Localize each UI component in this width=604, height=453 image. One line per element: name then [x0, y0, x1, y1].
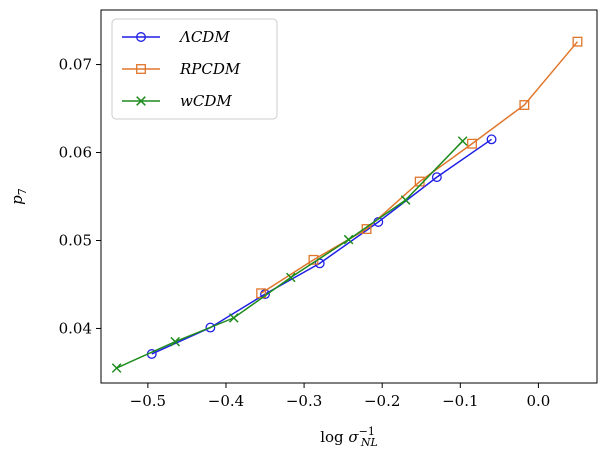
plot-frame — [100, 9, 598, 384]
legend-marker — [136, 32, 146, 42]
y-tick-label: 0.05 — [59, 231, 92, 249]
y-tick-label: 0.06 — [59, 144, 92, 162]
data-point — [457, 136, 468, 146]
data-point — [361, 224, 372, 234]
data-point — [170, 336, 181, 347]
marker-stroke — [228, 313, 239, 323]
data-point — [467, 138, 477, 149]
legend-label: RPCDM — [179, 60, 241, 78]
x-axis-label: log σ−1 NL — [320, 425, 378, 449]
data-point — [285, 272, 296, 283]
y-tick-label: 0.07 — [59, 56, 92, 74]
data-point — [431, 172, 442, 183]
legend-marker — [136, 64, 146, 74]
data-point — [205, 322, 216, 333]
data-point — [486, 134, 497, 145]
x-axis-label-part: NL — [360, 436, 378, 449]
y-axis-label-part: 7 — [16, 188, 29, 195]
legend-box — [111, 18, 278, 120]
marker-stroke — [136, 96, 146, 106]
legend-label: ΛCDM — [178, 28, 230, 46]
marker-stroke — [170, 336, 181, 347]
marker-stroke — [400, 195, 411, 205]
marker-stroke — [343, 234, 354, 245]
x-tick-label: −0.3 — [286, 392, 322, 410]
x-tick-label: −0.4 — [208, 392, 244, 410]
y-axis-label: p7 — [8, 188, 29, 205]
marker-stroke — [457, 136, 468, 146]
plot-area — [111, 36, 583, 373]
data-point — [256, 288, 267, 299]
x-axis-label-part: −1 — [359, 425, 375, 438]
marker-stroke — [111, 363, 122, 373]
data-point — [519, 100, 530, 110]
legend-entry-1: RPCDM — [122, 60, 241, 78]
x-axis-label-part: σ — [348, 428, 359, 446]
series-line — [116, 140, 464, 369]
data-point — [111, 363, 122, 373]
axes: −0.5 −0.4 −0.3 −0.2 −0.1 0.0 0.04 0.05 0.06 0.07 — [59, 9, 598, 410]
y-tick-label: 0.04 — [59, 319, 92, 337]
data-point — [343, 234, 354, 245]
series-line — [260, 41, 579, 294]
x-tick-label: −0.5 — [130, 392, 166, 410]
series-line — [151, 138, 492, 355]
legend-entry-0: ΛCDM — [122, 28, 230, 46]
legend-marker — [136, 96, 146, 106]
legend-label: wCDM — [180, 92, 232, 110]
x-axis-label-part: log — [320, 428, 348, 446]
x-tick-label: 0.0 — [526, 392, 550, 410]
series-0 — [146, 134, 497, 359]
marker-stroke — [285, 272, 296, 283]
x-tick-label: −0.2 — [364, 392, 400, 410]
legend: ΛCDM RPCDM wCDM — [111, 18, 278, 120]
data-point — [400, 195, 411, 205]
x-tick-label: −0.1 — [442, 392, 478, 410]
data-point — [228, 313, 239, 323]
legend-entry-2: wCDM — [122, 92, 232, 110]
series-1 — [256, 36, 583, 299]
y-axis-label-part: p — [8, 195, 26, 205]
data-point — [572, 36, 583, 47]
series-2 — [111, 136, 468, 373]
